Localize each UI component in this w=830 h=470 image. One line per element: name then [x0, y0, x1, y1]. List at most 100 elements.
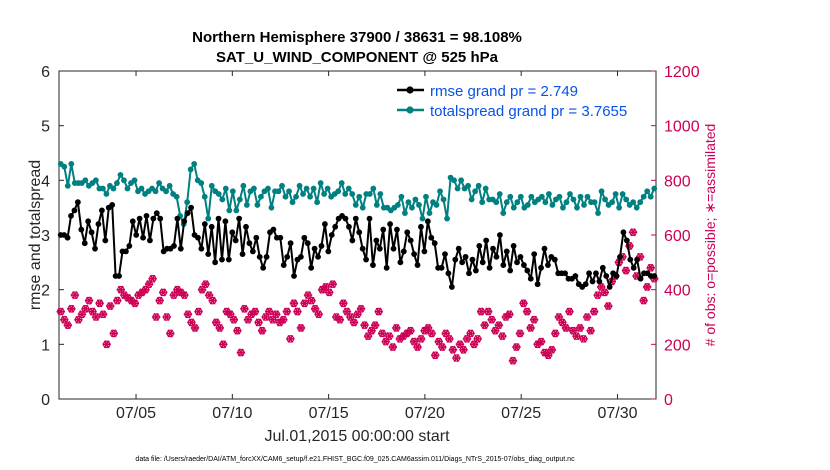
obs-possible-marker	[576, 324, 584, 332]
totalspread-point	[416, 202, 422, 208]
obs-possible-marker	[251, 307, 259, 316]
totalspread-point	[289, 199, 296, 206]
totalspread-point	[510, 204, 517, 211]
rmse-point	[133, 232, 140, 238]
rmse-point	[462, 253, 469, 260]
totalspread-point	[549, 202, 556, 208]
legend: rmse grand pr = 2.749 totalspread grand …	[393, 77, 655, 121]
totalspread-point	[412, 196, 419, 203]
obs-possible-marker	[109, 329, 118, 338]
totalspread-point	[317, 180, 324, 186]
rmse-point	[325, 248, 332, 255]
obs-possible-marker	[300, 299, 309, 308]
totalspread-point	[570, 196, 577, 203]
totalspread-point	[591, 199, 598, 206]
rmse-point	[414, 262, 421, 268]
totalspread-point	[437, 188, 443, 195]
totalspread-point	[324, 185, 331, 192]
obs-possible-marker	[600, 288, 609, 297]
rmse-point	[500, 262, 507, 268]
rmse-point	[301, 234, 308, 241]
obs-possible-marker	[159, 288, 168, 297]
rmse-point	[249, 248, 256, 255]
rmse-point	[596, 278, 603, 285]
obs-possible-marker	[547, 345, 556, 354]
rmse-point	[493, 253, 500, 260]
totalspread-point	[496, 191, 503, 197]
totalspread-point	[366, 191, 373, 197]
totalspread-point	[215, 191, 222, 197]
totalspread-point	[187, 166, 194, 173]
obs-possible-marker	[261, 313, 270, 321]
x-tick-labels: 07/05 07/10 07/15 07/20 07/25 07/30	[116, 405, 638, 422]
obs-possible-marker	[180, 291, 189, 299]
totalspread-point	[574, 204, 580, 211]
rmse-point	[630, 264, 637, 271]
rmse-point	[589, 278, 596, 285]
obs-possible-marker	[131, 299, 139, 308]
obs-possible-marker	[311, 304, 319, 313]
rmse-point	[81, 240, 88, 247]
totalspread-point	[338, 180, 345, 186]
obs-possible-marker	[466, 329, 475, 338]
totalspread-point	[229, 188, 236, 195]
totalspread-point	[623, 196, 630, 203]
rmse-point	[534, 281, 541, 288]
rmse-point	[342, 215, 349, 222]
rmse-point	[297, 253, 304, 260]
rmse-point	[263, 253, 270, 260]
totalspread-point	[584, 193, 591, 200]
rmse-point	[613, 273, 620, 279]
totalspread-point	[556, 193, 563, 200]
obs-possible-marker	[530, 315, 538, 324]
rmse-point	[466, 270, 472, 277]
obs-possible-marker	[339, 299, 348, 308]
obs-possible-marker	[487, 315, 496, 324]
obs-possible-marker	[434, 337, 443, 346]
rmse-point	[253, 234, 260, 241]
rmse-point	[476, 243, 483, 249]
rmse-point	[421, 248, 428, 255]
rmse-point	[503, 248, 510, 255]
obs-possible-marker	[604, 302, 613, 310]
obs-possible-marker	[328, 280, 337, 289]
obs-possible-marker	[205, 291, 213, 299]
totalspread-point	[398, 193, 405, 200]
totalspread-point	[619, 191, 626, 197]
obs-possible-marker	[406, 326, 415, 335]
rmse-point	[95, 221, 102, 227]
totalspread-point	[163, 188, 170, 195]
rmse-point	[85, 218, 92, 225]
totalspread-point	[156, 180, 162, 186]
rmse-point	[562, 270, 568, 277]
totalspread-point	[630, 199, 637, 206]
rmse-point	[346, 223, 352, 230]
rmse-point	[171, 243, 177, 249]
obs-possible-marker	[516, 329, 524, 338]
totalspread-point	[500, 210, 507, 217]
totalspread-point	[307, 193, 313, 200]
rmse-point	[147, 237, 153, 244]
totalspread-point	[293, 193, 299, 200]
obs-possible-marker	[184, 310, 192, 319]
totalspread-point	[254, 202, 261, 208]
rmse-point	[627, 256, 634, 263]
rmse-point	[215, 215, 222, 222]
obs-possible-marker	[629, 228, 637, 237]
obs-possible-marker	[639, 296, 648, 305]
rmse-point	[514, 259, 520, 266]
rmse-point	[469, 256, 476, 263]
y-tick-label: 4	[41, 173, 50, 190]
obs-possible-marker	[170, 291, 178, 299]
totalspread-point	[373, 202, 380, 208]
rmse-point	[586, 270, 592, 277]
chart-title: Northern Hemisphere 37900 / 38631 = 98.1…	[192, 29, 522, 46]
obs-possible-marker	[187, 318, 196, 327]
obs-possible-marker	[569, 326, 577, 335]
obs-possible-marker	[449, 345, 457, 354]
obs-possible-marker	[240, 304, 249, 313]
rmse-point	[198, 245, 205, 252]
rmse-point	[315, 253, 321, 260]
obs-possible-marker	[219, 340, 228, 349]
totalspread-point	[279, 182, 285, 189]
